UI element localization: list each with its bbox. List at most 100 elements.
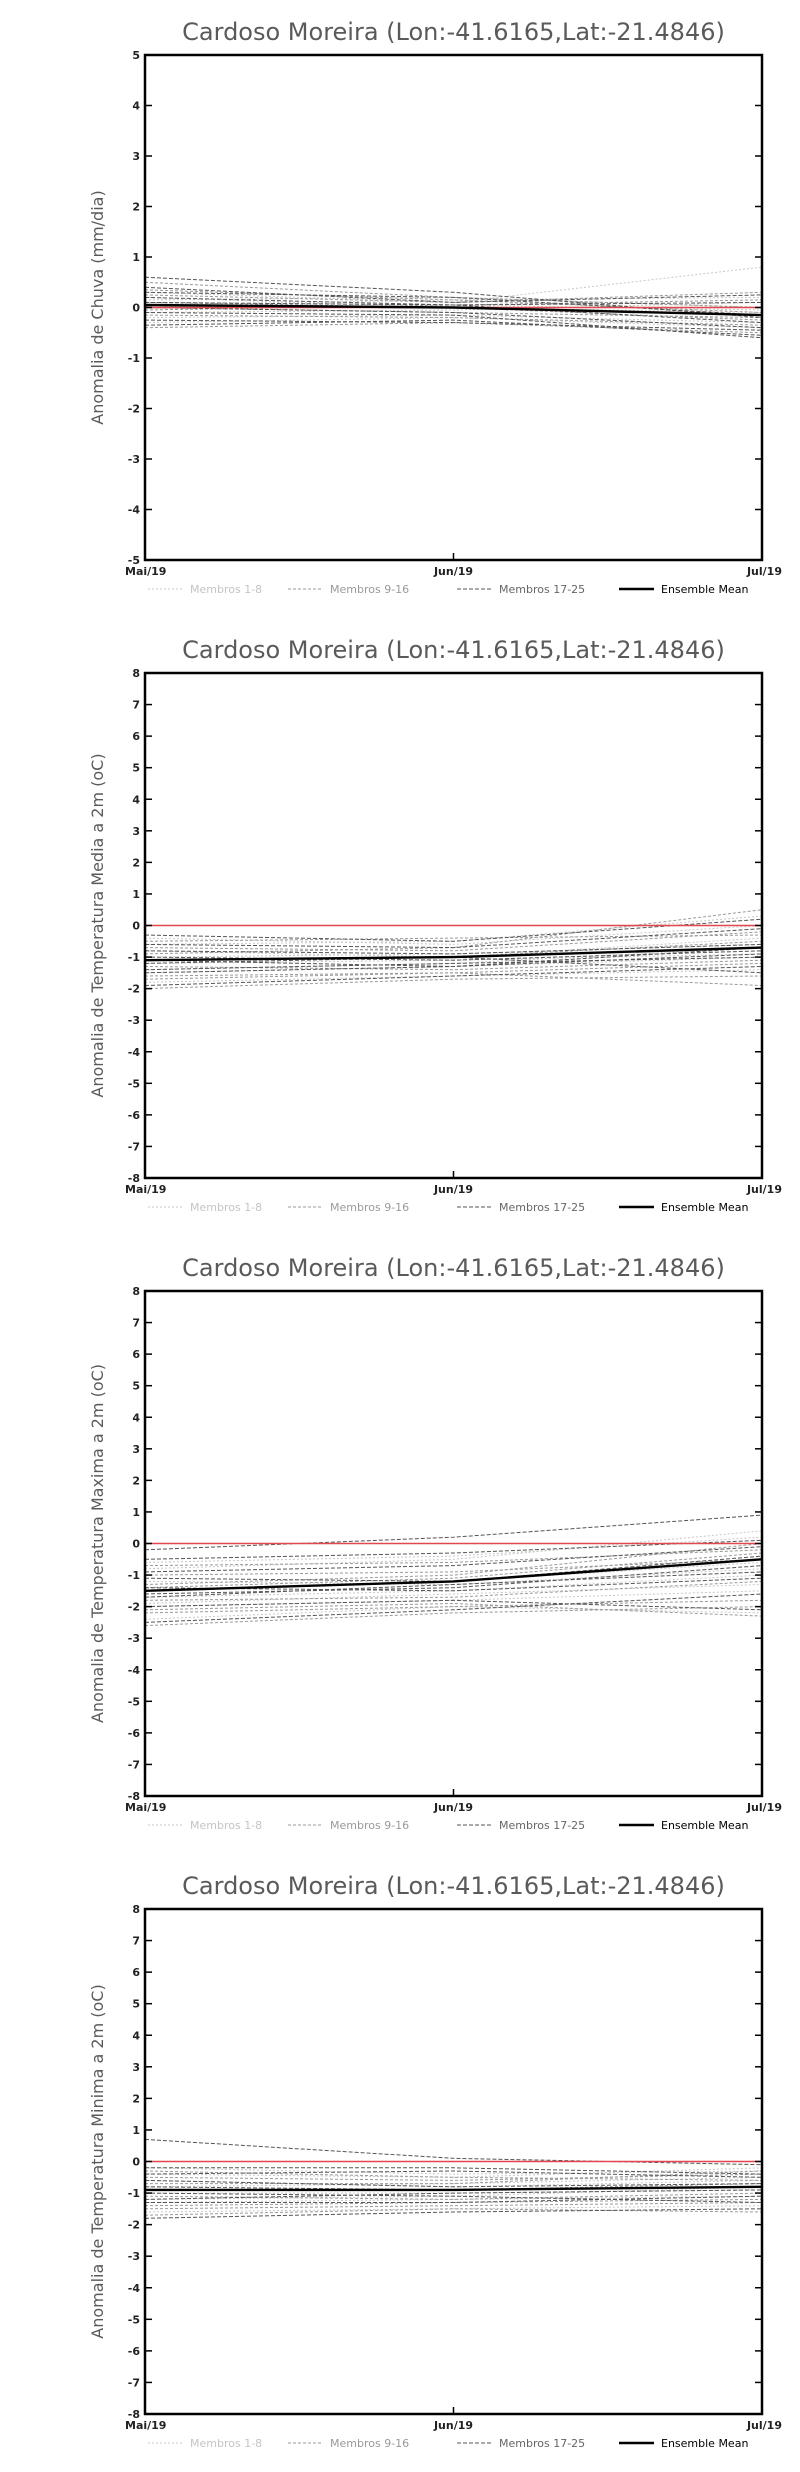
y-tick-label: 3 — [132, 825, 140, 838]
y-tick-label: -4 — [128, 2282, 141, 2295]
y-tick-label: -4 — [128, 1664, 141, 1677]
ensemble-mean-line — [144, 303, 763, 317]
chart-panel-4: Cardoso Moreira (Lon:-41.6165,Lat:-21.48… — [88, 1872, 782, 2450]
legend-label: Membros 17-25 — [499, 583, 585, 596]
y-tick-label: -8 — [128, 2408, 140, 2421]
member-line-m2 — [144, 1558, 763, 1576]
chart-panel-2: Cardoso Moreira (Lon:-41.6165,Lat:-21.48… — [88, 636, 782, 1214]
y-tick-label: -5 — [128, 1695, 140, 1708]
y-tick-label: 5 — [132, 762, 140, 775]
y-axis-label: Anomalia de Temperatura Maxima a 2m (oC) — [88, 1364, 107, 1723]
y-axis-label: Anomalia de Temperatura Minima a 2m (oC) — [88, 1984, 107, 2338]
member-line-m3 — [144, 276, 763, 319]
y-tick-label: 2 — [132, 2092, 140, 2105]
member-line-m3 — [144, 966, 763, 986]
y-tick-label: 8 — [132, 667, 140, 680]
legend-label: Membros 9-16 — [330, 1819, 409, 1832]
chart-title: Cardoso Moreira (Lon:-41.6165,Lat:-21.48… — [182, 18, 725, 46]
y-tick-label: -3 — [128, 1632, 140, 1645]
legend-label: Membros 1-8 — [190, 2437, 262, 2450]
y-tick-label: -5 — [128, 2313, 140, 2326]
member-line-m3 — [145, 2195, 763, 2203]
y-tick-label: -3 — [128, 1014, 140, 1027]
member-line-m2 — [144, 1599, 763, 1614]
member-line-m2 — [144, 1602, 763, 1617]
member-line-m2 — [144, 322, 763, 334]
y-tick-label: 6 — [132, 1348, 140, 1361]
y-tick-label: 4 — [132, 2029, 140, 2042]
y-tick-label: -2 — [128, 983, 140, 996]
member-line-m3 — [144, 1565, 763, 1595]
member-line-m3 — [144, 2170, 763, 2178]
y-tick-label: 8 — [132, 1285, 140, 1298]
member-line-m2 — [144, 314, 763, 326]
x-tick-label: Jun/19 — [433, 1183, 473, 1196]
x-tick-label: Mai/19 — [125, 1183, 166, 1196]
member-line-m3 — [144, 319, 763, 331]
member-line-m1 — [144, 301, 763, 313]
y-tick-label: -5 — [128, 1077, 140, 1090]
y-tick-label: 2 — [132, 1474, 140, 1487]
member-line-m3 — [144, 947, 763, 968]
y-tick-label: -2 — [128, 2219, 140, 2232]
y-tick-label: 5 — [132, 49, 140, 62]
member-line-m2 — [144, 1580, 763, 1601]
member-line-m1 — [144, 2195, 763, 2203]
member-line-m2 — [144, 934, 763, 942]
member-line-m2 — [144, 301, 763, 321]
member-line-m3 — [144, 1539, 763, 1560]
legend-label: Ensemble Mean — [661, 1819, 748, 1832]
member-line-m3 — [144, 1599, 763, 1611]
y-tick-label: -7 — [128, 2376, 140, 2389]
legend-label: Membros 9-16 — [330, 583, 409, 596]
member-line-m2 — [144, 1549, 763, 1567]
member-line-m3 — [144, 319, 763, 336]
member-line-m2 — [144, 289, 763, 313]
x-tick-label: Jun/19 — [433, 1801, 473, 1814]
member-line-m3 — [144, 956, 763, 971]
member-line-m1 — [144, 317, 763, 329]
member-line-m2 — [144, 1552, 763, 1589]
y-tick-label: -3 — [128, 453, 140, 466]
member-line-m3 — [144, 2179, 763, 2188]
chart-title: Cardoso Moreira (Lon:-41.6165,Lat:-21.48… — [182, 636, 725, 664]
y-tick-label: -3 — [128, 2250, 140, 2263]
y-tick-label: 7 — [132, 1317, 140, 1330]
member-line-m1 — [144, 1584, 763, 1604]
y-axis-label: Anomalia de Temperatura Media a 2m (oC) — [88, 753, 107, 1097]
y-tick-label: 7 — [132, 1935, 140, 1948]
member-line-m1 — [144, 296, 763, 306]
member-line-m2 — [144, 1543, 763, 1585]
y-tick-label: 4 — [132, 1411, 140, 1424]
y-tick-label: 6 — [132, 730, 140, 743]
x-tick-label: Jun/19 — [433, 2419, 473, 2432]
y-tick-label: 6 — [132, 1966, 140, 1979]
y-tick-label: 5 — [132, 1380, 140, 1393]
legend-label: Membros 17-25 — [499, 1819, 585, 1832]
x-tick-label: Mai/19 — [125, 565, 166, 578]
x-tick-label: Jul/19 — [746, 1801, 782, 1814]
member-line-m1 — [144, 2167, 763, 2175]
y-tick-label: 3 — [132, 2061, 140, 2074]
x-tick-label: Jul/19 — [746, 1183, 782, 1196]
x-tick-label: Jul/19 — [746, 2419, 782, 2432]
y-tick-label: -2 — [128, 403, 140, 416]
chart-title: Cardoso Moreira (Lon:-41.6165,Lat:-21.48… — [182, 1872, 725, 1900]
member-line-m1 — [144, 1606, 763, 1620]
y-tick-label: -7 — [128, 1140, 140, 1153]
y-tick-label: 1 — [132, 251, 140, 264]
y-tick-label: -8 — [128, 1790, 140, 1803]
chart-title: Cardoso Moreira (Lon:-41.6165,Lat:-21.48… — [182, 1254, 725, 1282]
legend-label: Ensemble Mean — [661, 583, 748, 596]
y-tick-label: 7 — [132, 699, 140, 712]
y-tick-label: 1 — [132, 2124, 140, 2137]
x-tick-label: Jul/19 — [746, 565, 782, 578]
member-line-m1 — [144, 2167, 763, 2178]
y-tick-label: -1 — [128, 352, 140, 365]
chart-panel-1: Cardoso Moreira (Lon:-41.6165,Lat:-21.48… — [88, 18, 782, 596]
y-tick-label: -6 — [128, 1109, 141, 1122]
y-tick-label: 1 — [132, 1506, 140, 1519]
member-line-m3 — [144, 301, 763, 306]
member-line-m3 — [144, 286, 763, 303]
